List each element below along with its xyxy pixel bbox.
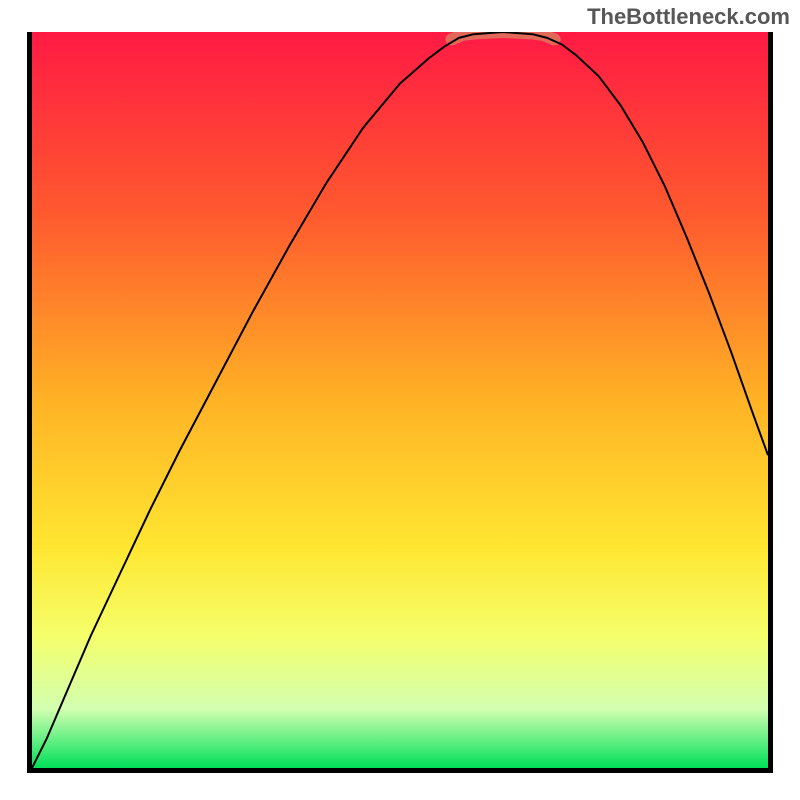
curve-layer (32, 32, 768, 768)
watermark-text: TheBottleneck.com (587, 4, 790, 30)
performance-curve (32, 32, 768, 768)
chart-container: TheBottleneck.com (0, 0, 800, 800)
gradient-plot-area (32, 32, 768, 768)
